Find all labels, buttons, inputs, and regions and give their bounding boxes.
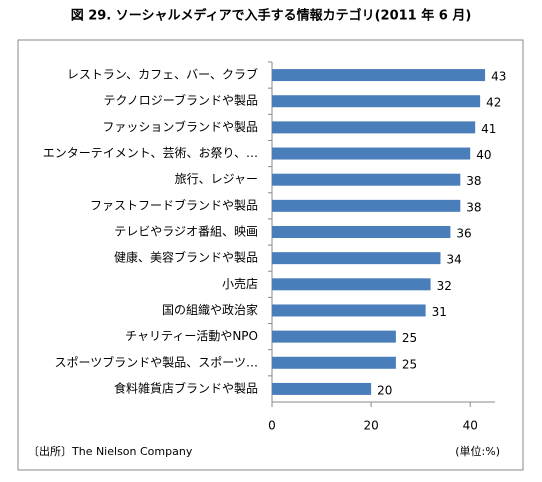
bar bbox=[272, 382, 372, 395]
bar bbox=[272, 147, 471, 160]
y-tick-label: チャリティー活動やNPO bbox=[125, 329, 258, 343]
bar bbox=[272, 330, 396, 343]
data-label: 20 bbox=[377, 383, 392, 397]
x-tick-label: 40 bbox=[463, 419, 478, 433]
y-tick-label: スポーツブランドや製品、スポーツ… bbox=[54, 354, 258, 369]
bar bbox=[272, 69, 486, 82]
y-tick-label: ファッションブランドや製品 bbox=[102, 119, 258, 134]
data-label: 31 bbox=[432, 305, 447, 319]
y-tick-label: エンターテイメント、芸術、お祭り、… bbox=[43, 146, 258, 160]
y-tick-label: テクノロジーブランドや製品 bbox=[103, 93, 258, 108]
data-label: 34 bbox=[446, 253, 461, 267]
bar bbox=[272, 356, 396, 369]
bar bbox=[272, 252, 441, 265]
bar bbox=[272, 278, 431, 291]
chart-title: 図 29. ソーシャルメディアで入手する情報カテゴリ(2011 年 6 月) bbox=[71, 8, 472, 24]
data-label: 40 bbox=[476, 148, 491, 162]
data-label: 42 bbox=[486, 96, 501, 110]
data-label: 38 bbox=[466, 174, 481, 188]
y-tick-label: ファストフードブランドや製品 bbox=[90, 197, 258, 212]
y-tick-label: 健康、美容ブランドや製品 bbox=[114, 250, 258, 265]
chart-frame bbox=[17, 39, 524, 471]
source: 〔出所〕The Nielson Company bbox=[28, 444, 193, 458]
unit-note: (単位:%) bbox=[455, 444, 500, 458]
bar bbox=[272, 226, 451, 238]
data-label: 36 bbox=[456, 227, 471, 241]
data-label: 43 bbox=[491, 70, 506, 84]
bar bbox=[272, 304, 426, 317]
data-label: 25 bbox=[402, 357, 417, 371]
y-tick-label: 旅行、レジャー bbox=[175, 172, 258, 186]
y-tick-label: レストラン、カフェ、バー、クラブ bbox=[67, 67, 258, 82]
bar bbox=[272, 199, 461, 212]
bar bbox=[272, 95, 481, 108]
y-tick-label: テレビやラジオ番組、映画 bbox=[114, 225, 258, 239]
data-label: 25 bbox=[402, 331, 417, 345]
bar bbox=[272, 121, 476, 134]
y-tick-label: 国の組織や政治家 bbox=[162, 302, 258, 317]
bar bbox=[272, 173, 461, 186]
data-label: 32 bbox=[437, 279, 452, 293]
y-tick-label: 食料雑貨店ブランドや製品 bbox=[114, 380, 258, 395]
x-tick-label: 0 bbox=[268, 419, 276, 433]
y-tick-label: 小売店 bbox=[222, 276, 258, 291]
data-label: 41 bbox=[481, 122, 496, 136]
data-label: 38 bbox=[466, 200, 481, 214]
x-tick-label: 20 bbox=[363, 419, 378, 433]
